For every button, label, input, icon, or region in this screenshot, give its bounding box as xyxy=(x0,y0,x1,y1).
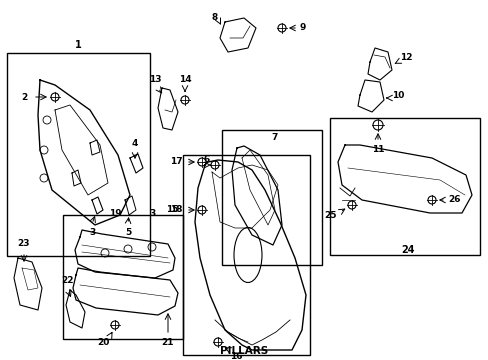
Text: 13: 13 xyxy=(148,75,161,84)
Text: 4: 4 xyxy=(132,139,138,148)
Text: 19: 19 xyxy=(108,209,121,218)
Bar xyxy=(63,215,183,339)
Text: 12: 12 xyxy=(399,54,412,63)
Text: 10: 10 xyxy=(391,90,404,99)
Text: 21: 21 xyxy=(162,338,174,347)
Bar xyxy=(329,118,479,255)
Text: PILLARS: PILLARS xyxy=(220,346,267,356)
Text: 5: 5 xyxy=(124,228,131,237)
Text: 1: 1 xyxy=(75,40,81,50)
Text: 2: 2 xyxy=(21,93,28,102)
Text: 26: 26 xyxy=(447,195,460,204)
Bar xyxy=(222,130,321,265)
Text: 15: 15 xyxy=(166,206,179,215)
Text: 20: 20 xyxy=(98,338,110,347)
Text: 8: 8 xyxy=(211,13,218,22)
Text: 18: 18 xyxy=(170,206,183,215)
Text: 24: 24 xyxy=(401,245,414,255)
Text: 17: 17 xyxy=(170,158,183,166)
Text: 14: 14 xyxy=(178,75,191,84)
Bar xyxy=(7,53,150,256)
Text: 23: 23 xyxy=(18,239,30,248)
Text: 6: 6 xyxy=(203,156,209,165)
Text: 16: 16 xyxy=(229,352,242,360)
Text: 7: 7 xyxy=(270,134,277,143)
Text: 22: 22 xyxy=(61,276,74,285)
Text: 3: 3 xyxy=(148,209,155,218)
Bar xyxy=(183,155,309,355)
Text: 3: 3 xyxy=(89,228,95,237)
Text: 11: 11 xyxy=(371,145,384,154)
Text: 25: 25 xyxy=(324,211,336,220)
Text: 9: 9 xyxy=(299,23,306,32)
